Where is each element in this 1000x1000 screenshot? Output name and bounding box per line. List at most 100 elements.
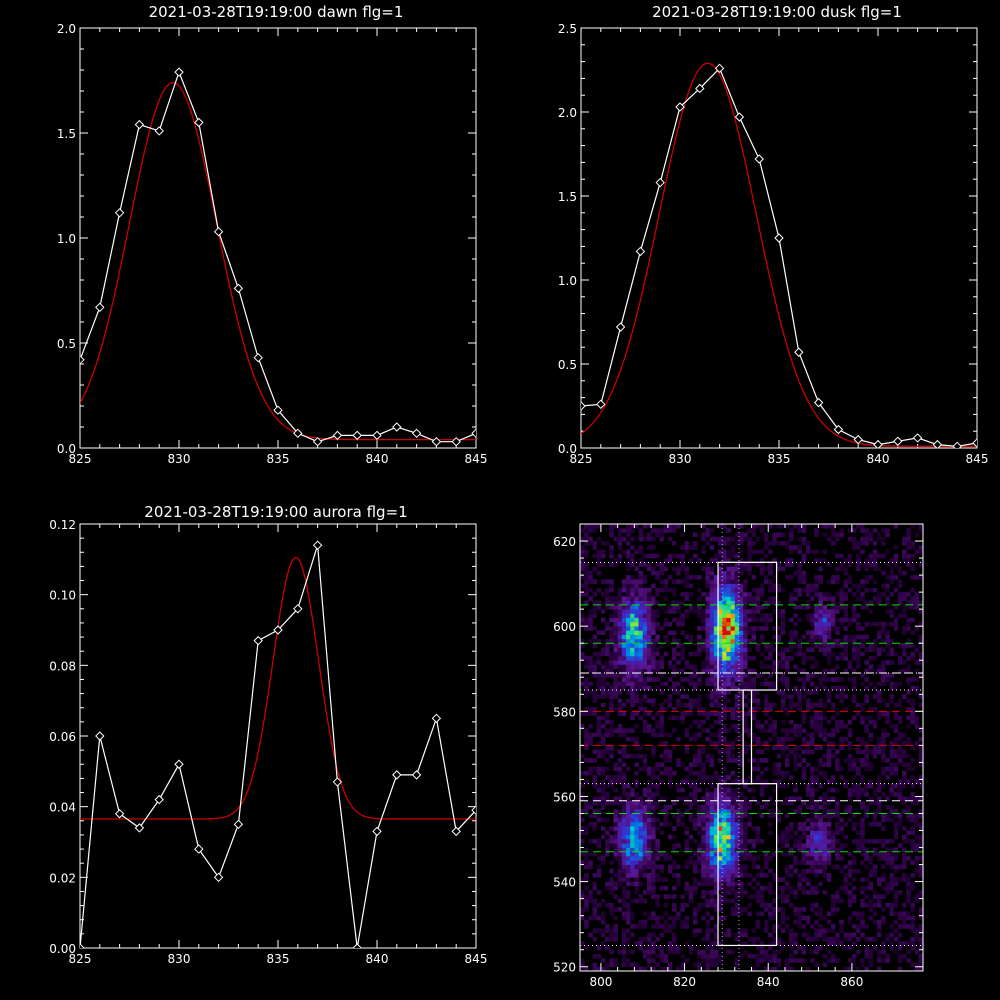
heatmap-cell	[651, 613, 656, 618]
panel-dusk: 2021-03-28T19:19:00 dusk flg=1 825 830 835…	[558, 3, 989, 466]
heatmap-cell	[626, 562, 631, 567]
heatmap-cell	[885, 596, 890, 601]
heatmap-cell	[768, 562, 773, 567]
heatmap-cell	[847, 792, 853, 797]
heatmap-cell	[676, 643, 681, 648]
heatmap-cell	[600, 724, 606, 729]
heatmap-cell	[651, 941, 656, 946]
heatmap-cell	[655, 621, 660, 627]
heatmap-cell	[856, 911, 861, 916]
data-point	[154, 794, 164, 805]
heatmap-cell	[902, 643, 907, 648]
heatmap-cell	[747, 673, 752, 678]
heatmap-cell	[676, 702, 681, 708]
heatmap-cell	[718, 873, 723, 878]
heatmap-cell	[726, 707, 731, 712]
heatmap-cell	[663, 894, 669, 899]
heatmap-cell	[906, 643, 911, 648]
heatmap-cell	[713, 617, 719, 623]
heatmap-cell	[755, 826, 761, 831]
heatmap-cell	[684, 826, 690, 831]
heatmap-cell	[722, 915, 727, 921]
heatmap-cell	[588, 609, 593, 614]
heatmap-cell	[672, 600, 677, 606]
heatmap-cell	[592, 651, 598, 657]
heatmap-cell	[906, 894, 911, 899]
heatmap-cell	[684, 915, 690, 921]
heatmap-cell	[755, 719, 761, 725]
heatmap-cell	[860, 830, 865, 836]
heatmap-cell	[830, 728, 836, 733]
heatmap-cell	[738, 592, 744, 597]
heatmap-cell	[918, 796, 924, 802]
heatmap-cell	[596, 817, 602, 823]
heatmap-cell	[810, 856, 815, 861]
heatmap-cell	[713, 583, 719, 589]
heatmap-cell	[780, 741, 786, 746]
heatmap-cell	[730, 796, 736, 802]
heatmap-cell	[818, 621, 823, 627]
heatmap-cell	[868, 958, 874, 963]
heatmap-cell	[835, 809, 840, 814]
heatmap-cell	[759, 604, 765, 610]
heatmap-cell	[868, 762, 874, 767]
heatmap-cell	[910, 928, 915, 933]
heatmap-cell	[906, 796, 911, 802]
heatmap-cell	[684, 609, 690, 614]
heatmap-cell	[797, 834, 802, 840]
heatmap-cell	[588, 915, 593, 921]
heatmap-cell	[835, 617, 840, 623]
heatmap-cell	[914, 549, 920, 555]
heatmap-cell	[684, 800, 690, 806]
heatmap-cell	[642, 792, 648, 797]
heatmap-cell	[713, 690, 719, 695]
heatmap-cell	[617, 766, 623, 772]
heatmap-cell	[605, 928, 610, 933]
heatmap-cell	[634, 796, 639, 802]
heatmap-cell	[722, 553, 727, 559]
heatmap-cell	[897, 566, 903, 572]
heatmap-cell	[843, 570, 848, 576]
heatmap-cell	[747, 894, 752, 899]
heatmap-cell	[772, 745, 777, 750]
heatmap-cell	[634, 592, 639, 597]
heatmap-cell	[751, 779, 756, 784]
heatmap-cell	[822, 643, 828, 648]
heatmap-cell	[651, 924, 656, 929]
heatmap-cell	[688, 736, 694, 742]
heatmap-cell	[621, 911, 627, 916]
heatmap-cell	[726, 864, 731, 870]
heatmap-cell	[789, 532, 794, 538]
heatmap-cell	[734, 685, 740, 691]
heatmap-cell	[726, 553, 731, 559]
heatmap-cell	[605, 881, 610, 887]
heatmap-cell	[868, 856, 874, 861]
heatmap-cell	[613, 787, 618, 793]
heatmap-cell	[835, 604, 840, 610]
heatmap-cell	[764, 851, 769, 857]
heatmap-cell	[609, 732, 614, 738]
heatmap-cell	[864, 528, 869, 533]
heatmap-cell	[626, 587, 631, 593]
heatmap-cell	[893, 651, 899, 657]
heatmap-cell	[818, 677, 823, 682]
heatmap-cell	[843, 617, 848, 623]
heatmap-cell	[864, 885, 869, 891]
heatmap-cell	[801, 766, 807, 772]
heatmap-cell	[851, 685, 857, 691]
heatmap-cell	[772, 770, 777, 776]
heatmap-cell	[847, 919, 853, 925]
heatmap-cell	[663, 596, 669, 601]
heatmap-cell	[835, 804, 840, 810]
heatmap-cell	[659, 830, 664, 836]
heatmap-cell	[830, 702, 836, 708]
heatmap-cell	[709, 587, 715, 593]
heatmap-cell	[818, 911, 823, 916]
data-point	[134, 823, 145, 833]
heatmap-cell	[613, 766, 618, 772]
heatmap-cell	[801, 822, 807, 827]
heatmap-cell	[830, 685, 836, 691]
heatmap-cell	[600, 673, 606, 678]
heatmap-cell	[626, 936, 631, 942]
heatmap-cell	[726, 570, 731, 576]
